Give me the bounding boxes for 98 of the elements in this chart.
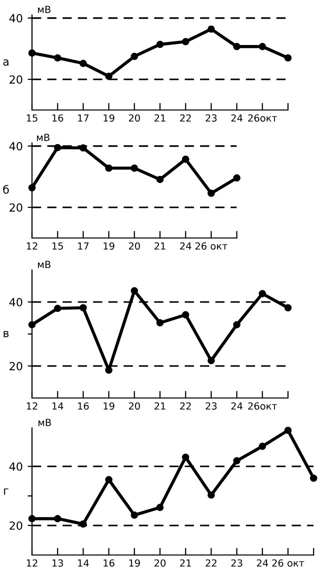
point [130, 164, 138, 172]
point [208, 25, 215, 33]
point [28, 184, 36, 192]
x-tick-label: 16 [104, 559, 114, 567]
point [130, 287, 138, 294]
point [182, 156, 190, 163]
y-tick-label: 20 [10, 521, 22, 530]
y-axis-title: мВ [38, 418, 51, 426]
point [105, 72, 112, 80]
x-tick-label: 26 окт [195, 242, 228, 250]
point [233, 321, 240, 328]
x-tick-label: 20 [128, 242, 140, 250]
y-tick-label: 20 [10, 203, 22, 212]
point [233, 42, 240, 50]
y-axis-title: мВ [38, 260, 50, 268]
x-tick-label: 16 [78, 402, 89, 410]
point [156, 319, 164, 326]
point [284, 304, 292, 312]
x-tick-label: 24 [256, 559, 268, 567]
point [130, 52, 138, 60]
point [28, 515, 36, 522]
point [284, 54, 292, 62]
text: б [3, 184, 9, 194]
point [28, 321, 36, 328]
x-tick-label: 22 [180, 114, 191, 122]
y-tick-label: 40 [9, 142, 22, 150]
x-tick-label: 15 [26, 114, 38, 122]
point [80, 144, 87, 152]
x-tick-label: 21 [154, 242, 166, 250]
x-tick-label: 21 [154, 402, 166, 410]
y-tick-label: 20 [10, 362, 22, 370]
x-tick-label: 24 [180, 242, 192, 250]
point [208, 491, 215, 499]
y-axis-title: мВ [38, 6, 50, 13]
x-tick-label: 20 [154, 559, 166, 567]
x-tick-label: 22 [180, 402, 191, 410]
x-tick-label: 17 [78, 114, 89, 122]
point [54, 144, 62, 152]
point [258, 42, 266, 50]
x-tick-label: 24 [231, 402, 242, 410]
x-tick-label: 17 [78, 242, 89, 250]
x-tick-label: 15 [52, 242, 63, 250]
x-tick-label: 16 [52, 114, 64, 122]
point [54, 304, 62, 312]
x-tick-label: 20 [128, 402, 140, 410]
text: г [4, 488, 8, 495]
point [156, 504, 164, 512]
y-tick-label: 20 [10, 75, 22, 84]
point [258, 290, 266, 298]
point [284, 426, 292, 434]
point [156, 176, 164, 184]
x-tick-label: 13 [52, 559, 64, 567]
x-tick-label: 19 [104, 402, 114, 410]
point [28, 49, 36, 57]
point [105, 476, 112, 484]
x-tick-label: 12 [26, 402, 38, 410]
x-tick-label: 14 [78, 559, 89, 567]
point [310, 474, 318, 482]
point [130, 511, 138, 519]
x-tick-label: 21 [154, 114, 166, 122]
point [233, 174, 240, 182]
text: в [4, 330, 9, 338]
x-tick-label: 26 окт [272, 559, 304, 567]
point [54, 54, 62, 62]
y-axis-title: мВ [36, 134, 50, 141]
point [182, 311, 190, 318]
y-tick-label: 40 [9, 14, 22, 22]
text: а [3, 59, 8, 66]
x-tick-label: 26окт [248, 114, 278, 122]
x-tick-label: 14 [52, 402, 64, 410]
point [54, 515, 62, 522]
x-tick-label: 23 [231, 559, 242, 567]
x-tick-label: 21 [180, 559, 191, 567]
x-tick-label: 12 [26, 242, 38, 250]
point [80, 304, 87, 312]
point [105, 164, 112, 172]
x-tick-label: 19 [104, 242, 114, 250]
point [105, 366, 112, 374]
point [80, 520, 87, 528]
x-tick-label: 12 [26, 559, 38, 567]
point [208, 356, 215, 364]
point [182, 38, 190, 46]
x-tick-label: 23 [206, 402, 217, 410]
y-tick-label: 40 [9, 298, 22, 306]
point [208, 190, 215, 197]
x-tick-label: 23 [206, 114, 217, 122]
x-tick-label: 19 [129, 559, 140, 567]
x-tick-label: 19 [104, 114, 114, 122]
point [80, 60, 87, 68]
point [233, 457, 240, 464]
x-tick-label: 26окт [248, 402, 278, 410]
y-tick-label: 40 [9, 462, 22, 471]
x-tick-label: 20 [128, 114, 140, 122]
x-tick-label: 24 [231, 114, 242, 122]
point [182, 454, 190, 461]
x-tick-label: 22 [206, 559, 216, 567]
point [258, 442, 266, 450]
point [156, 40, 164, 48]
